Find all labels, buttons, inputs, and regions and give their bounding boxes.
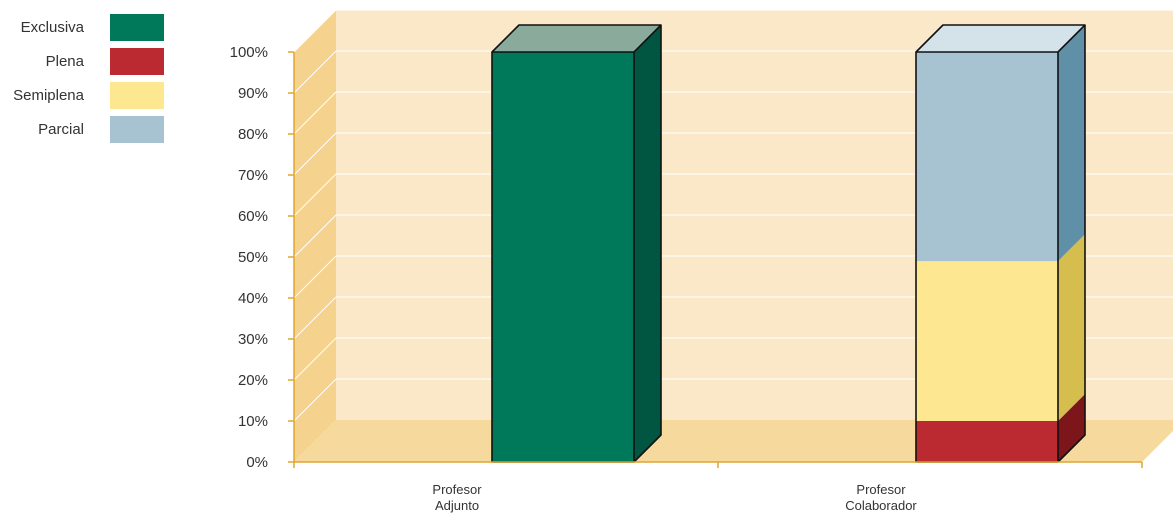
y-tick-label: 50% (238, 249, 268, 266)
bar-segment-side-semiplena (1058, 234, 1085, 421)
bar-2 (915, 24, 1086, 463)
bar-segment-side-plena (1058, 394, 1085, 462)
y-tick-label: 30% (238, 331, 268, 348)
legend-swatch-parcial (110, 116, 164, 143)
grid-line-side (293, 132, 337, 176)
y-tick-label: 100% (230, 44, 268, 61)
legend-swatch-exclusiva (110, 14, 164, 41)
category-label: Profesor Colaborador (845, 482, 917, 513)
grid-line-side (293, 378, 337, 422)
grid-line-side (293, 255, 337, 299)
bar-segment-side-parcial (1058, 25, 1085, 262)
grid-line-side (293, 296, 337, 340)
bar-1 (491, 24, 662, 463)
bar-top-parcial (916, 25, 1085, 52)
y-tick-labels: 0% 10% 20% 30% 40% 50% 60% 70% 80% 90% 100% (230, 44, 268, 471)
bar-top-exclusiva (492, 25, 661, 52)
grid-line-side (293, 173, 337, 217)
category-label: Profesor Adjunto (432, 482, 482, 513)
bar-segment-exclusiva (492, 52, 634, 462)
bar-segment-plena (916, 421, 1058, 462)
y-tick-label: 90% (238, 85, 268, 102)
bar-segment-semiplena (916, 261, 1058, 421)
grid-line-side (293, 9, 337, 53)
y-tick-label: 60% (238, 208, 268, 225)
y-tick-label: 40% (238, 290, 268, 307)
bars (491, 24, 1086, 463)
legend-swatch-plena (110, 48, 164, 75)
grid-line-side (293, 337, 337, 381)
legend-label: Exclusiva (21, 19, 85, 36)
legend-label: Semiplena (13, 87, 85, 104)
category-labels: Profesor Adjunto Profesor Colaborador (432, 482, 917, 513)
y-tick-label: 10% (238, 413, 268, 430)
legend-swatch-semiplena (110, 82, 164, 109)
legend-label: Plena (46, 53, 85, 70)
axes (288, 51, 1143, 468)
grid-line-side (293, 91, 337, 135)
y-tick-label: 0% (246, 454, 268, 471)
bar-segment-side-exclusiva (634, 25, 661, 462)
legend: Exclusiva Plena Semiplena Parcial (13, 14, 164, 143)
legend-label: Parcial (38, 121, 84, 138)
grid-line-side (293, 214, 337, 258)
y-tick-label: 80% (238, 126, 268, 143)
bar-segment-parcial (916, 52, 1058, 262)
grid-line-side (293, 50, 337, 94)
y-tick-label: 70% (238, 167, 268, 184)
y-tick-label: 20% (238, 372, 268, 389)
